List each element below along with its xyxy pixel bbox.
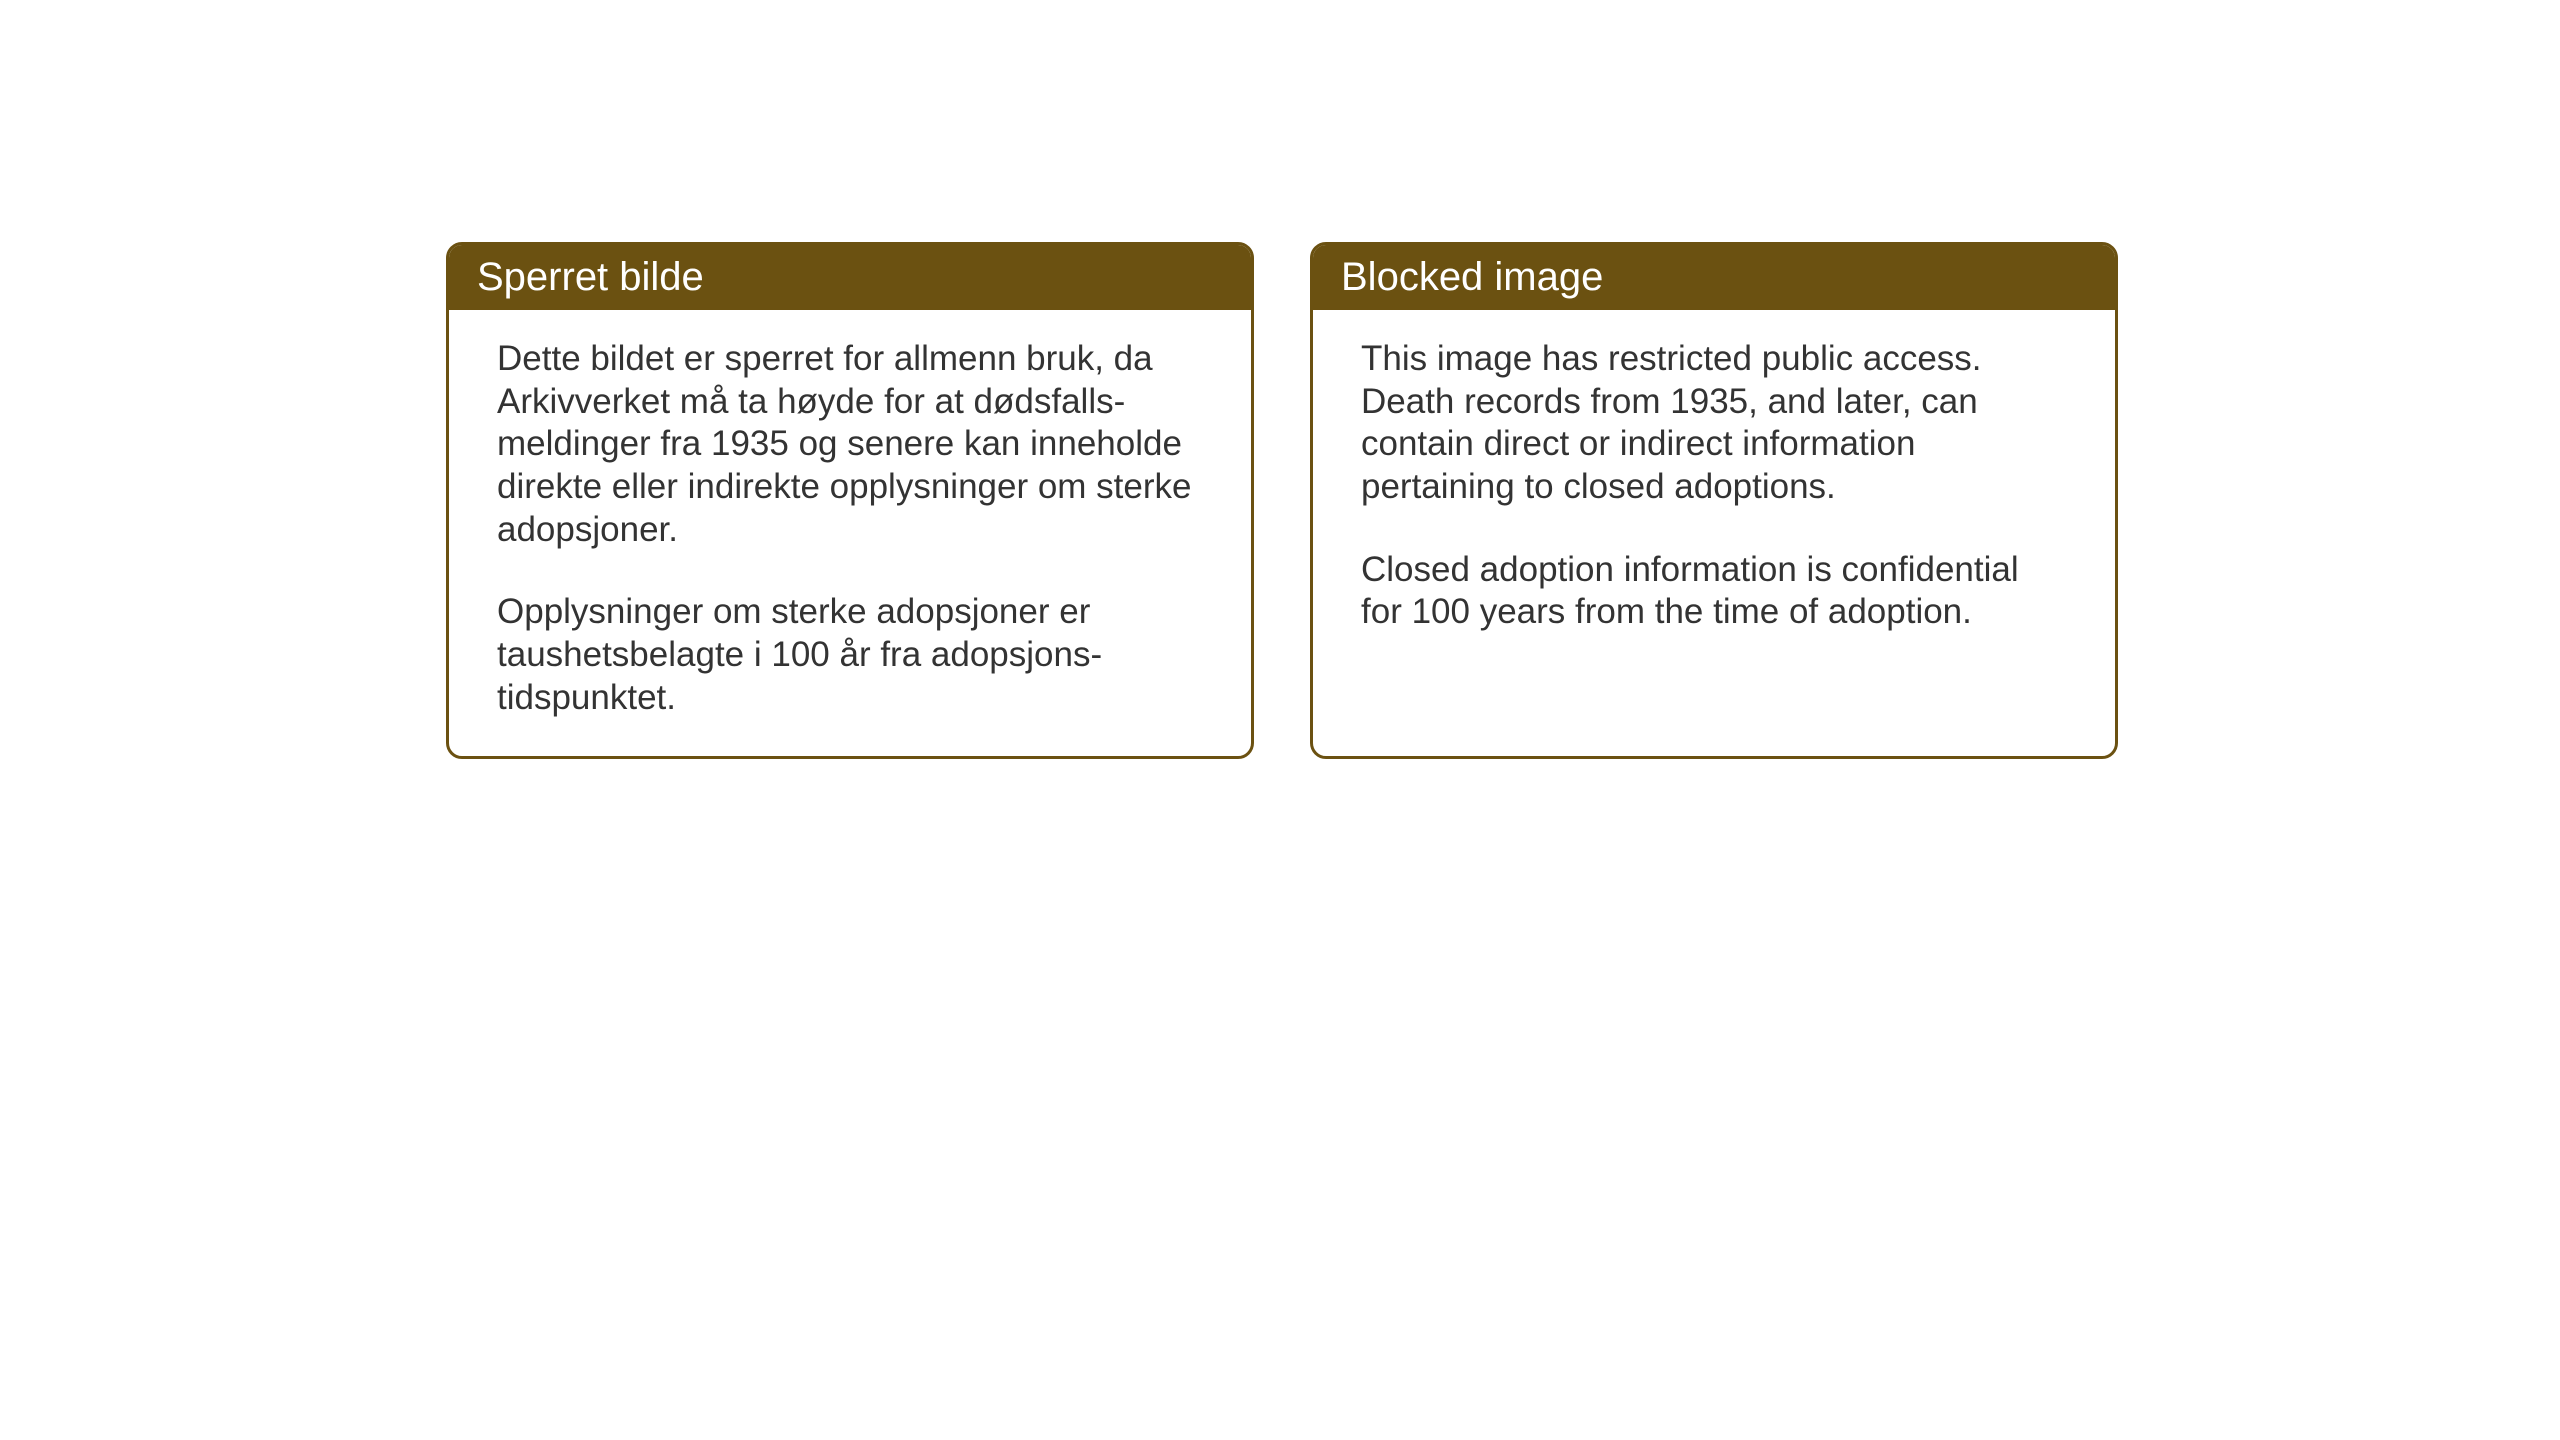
english-notice-card: Blocked image This image has restricted … xyxy=(1310,242,2118,759)
english-paragraph-1: This image has restricted public access.… xyxy=(1361,338,2067,509)
notice-container: Sperret bilde Dette bildet er sperret fo… xyxy=(446,242,2118,759)
english-paragraph-2: Closed adoption information is confident… xyxy=(1361,549,2067,634)
english-card-title: Blocked image xyxy=(1313,245,2115,310)
norwegian-notice-card: Sperret bilde Dette bildet er sperret fo… xyxy=(446,242,1254,759)
norwegian-paragraph-1: Dette bildet er sperret for allmenn bruk… xyxy=(497,338,1203,551)
norwegian-card-title: Sperret bilde xyxy=(449,245,1251,310)
norwegian-paragraph-2: Opplysninger om sterke adopsjoner er tau… xyxy=(497,591,1203,719)
norwegian-card-body: Dette bildet er sperret for allmenn bruk… xyxy=(449,310,1251,756)
english-card-body: This image has restricted public access.… xyxy=(1313,310,2115,670)
